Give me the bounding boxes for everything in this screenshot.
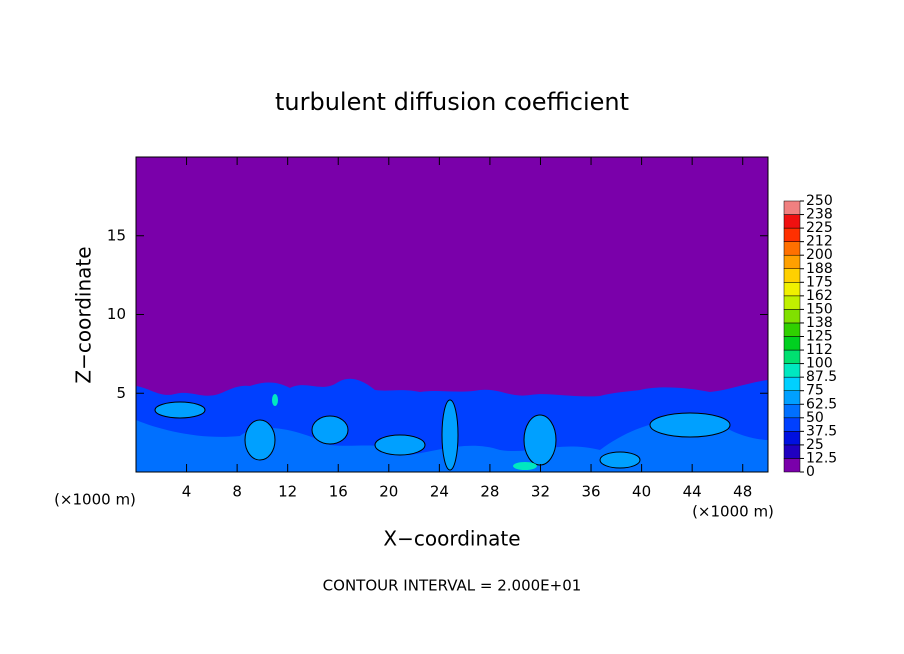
colorbar-band	[783, 295, 801, 310]
colorbar-band	[783, 336, 801, 351]
colorbar-label: 238	[806, 207, 833, 223]
colorbar-label: 250	[806, 193, 833, 209]
colorbar-label: 12.5	[806, 450, 837, 466]
x-tick-label: 32	[531, 483, 550, 501]
colorbar-band	[783, 268, 801, 283]
turbulent-cells	[154, 399, 731, 471]
colorbar-label: 150	[806, 301, 833, 317]
x-tick-label: 20	[379, 483, 398, 501]
colorbar-label: 225	[806, 220, 833, 236]
colorbar-label: 37.5	[806, 423, 837, 439]
y-tick-label: 15	[107, 226, 126, 244]
colorbar-band	[783, 214, 801, 229]
x-tick-label: 40	[632, 483, 651, 501]
colorbar-label: 200	[806, 247, 833, 263]
colorbar-band	[783, 227, 801, 242]
colorbar-label: 0	[806, 464, 815, 480]
x-tick-label: 4	[182, 483, 192, 501]
x-tick-label: 24	[430, 483, 449, 501]
colorbar-band	[783, 200, 801, 215]
x-tick-label: 28	[480, 483, 499, 501]
x-unit: (×1000 m)	[692, 503, 774, 521]
colorbar-band	[783, 444, 801, 459]
colorbar-label: 212	[806, 234, 833, 250]
x-tick-label: 16	[329, 483, 348, 501]
colorbar-band	[783, 417, 801, 432]
colorbar-label: 188	[806, 261, 833, 277]
colorbar-label: 100	[806, 356, 833, 372]
colorbar-label: 175	[806, 274, 833, 290]
x-tick-label: 12	[278, 483, 297, 501]
colorbar-band	[783, 376, 801, 391]
colorbar-band	[783, 349, 801, 364]
colorbar-band	[783, 431, 801, 446]
colorbar-band	[783, 363, 801, 378]
colorbar-label: 125	[806, 329, 833, 345]
colorbar-label: 138	[806, 315, 833, 331]
colorbar-band	[783, 241, 801, 256]
x-tick-label: 48	[733, 483, 752, 501]
colorbar-label: 50	[806, 410, 824, 426]
y-tick-label: 10	[107, 305, 126, 323]
colorbar-band	[783, 322, 801, 337]
colorbar-label: 62.5	[806, 396, 837, 412]
y-tick-label: 5	[116, 384, 126, 402]
colorbar-band	[783, 404, 801, 419]
chart-title: turbulent diffusion coefficient	[275, 88, 629, 116]
colorbar-label: 25	[806, 437, 824, 453]
colorbar-label: 112	[806, 342, 833, 358]
y-axis-title: Z−coordinate	[72, 246, 96, 383]
x-tick-label: 8	[232, 483, 242, 501]
colorbar-band	[783, 309, 801, 324]
y-unit: (×1000 m)	[54, 491, 136, 509]
colorbar-label: 162	[806, 288, 833, 304]
x-tick-label: 44	[683, 483, 702, 501]
turbulent-cells	[272, 394, 537, 470]
colorbar-band	[783, 254, 801, 269]
footer: CONTOUR INTERVAL = 2.000E+01	[323, 577, 582, 595]
colorbar-label: 75	[806, 383, 824, 399]
colorbar-band	[783, 390, 801, 405]
x-tick-label: 36	[581, 483, 600, 501]
colorbar-band	[783, 282, 801, 297]
colorbar-label: 87.5	[806, 369, 837, 385]
x-axis-title: X−coordinate	[383, 527, 520, 551]
colorbar-band	[783, 458, 801, 473]
